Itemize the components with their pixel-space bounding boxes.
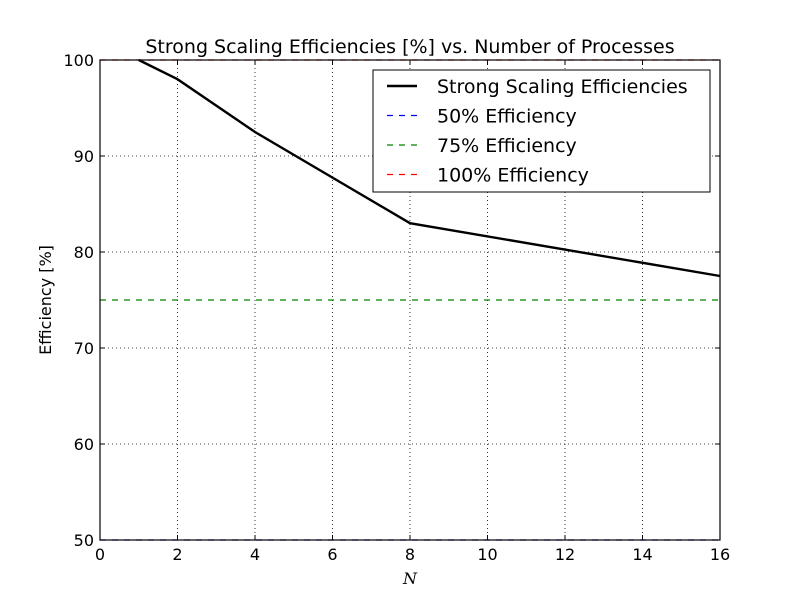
- x-tick-label: 2: [172, 545, 182, 564]
- legend-box: [372, 69, 711, 193]
- chart-title: Strong Scaling Efficiencies [%] vs. Numb…: [145, 36, 674, 58]
- x-tick-label: 8: [405, 545, 415, 564]
- x-tick-label: 16: [710, 545, 730, 564]
- x-tick-label: 14: [632, 545, 652, 564]
- legend-label-4: 100% Efficiency: [437, 165, 589, 187]
- x-tick-label: 10: [477, 545, 497, 564]
- x-tick-label: 4: [250, 545, 260, 564]
- legend-label-2: 50% Efficiency: [437, 106, 577, 128]
- ticks: 0 2 4 6 8 10 12 14 16 50 60 70 80 90 100: [63, 51, 730, 564]
- legend-label-1: Strong Scaling Efficiencies: [437, 76, 688, 98]
- y-tick-label: 70: [74, 339, 94, 358]
- x-tick-label: 12: [555, 545, 575, 564]
- legend: Strong Scaling Efficiencies 50% Efficienc…: [372, 69, 711, 193]
- y-axis-label: Efficiency [%]: [36, 245, 55, 355]
- y-tick-label: 50: [74, 531, 94, 550]
- series-line-1: [138, 58, 721, 278]
- x-tick-label: 6: [327, 545, 337, 564]
- y-tick-label: 60: [74, 435, 94, 454]
- y-tick-label: 100: [63, 51, 94, 70]
- x-tick-label: 0: [95, 545, 105, 564]
- legend-label-3: 75% Efficiency: [437, 135, 577, 157]
- x-axis-label: N: [402, 569, 418, 588]
- y-tick-label: 90: [74, 147, 94, 166]
- y-tick-label: 80: [74, 243, 94, 262]
